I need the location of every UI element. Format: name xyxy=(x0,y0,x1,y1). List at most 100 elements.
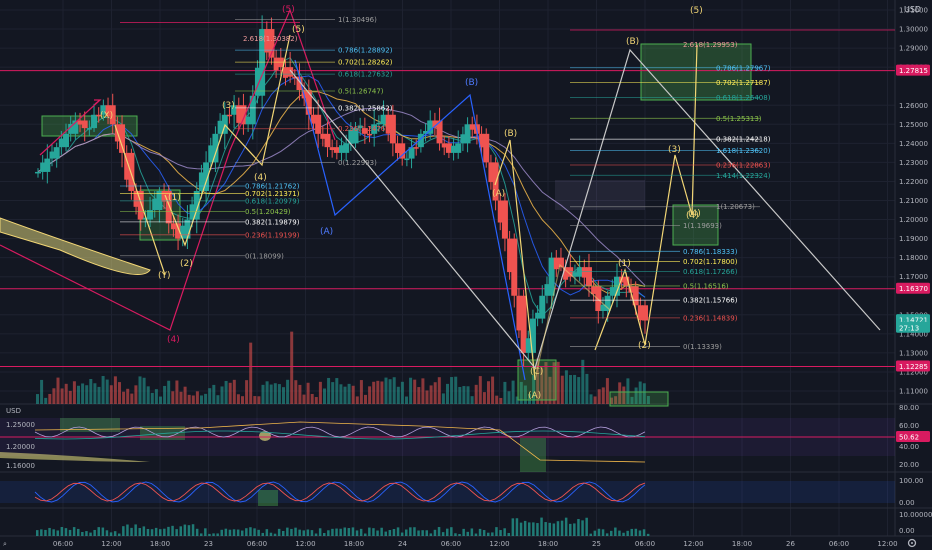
histogram-bar xyxy=(306,529,310,536)
histogram-bar xyxy=(130,527,133,536)
wave-x-y[interactable] xyxy=(114,124,166,276)
key-levels[interactable] xyxy=(0,21,895,368)
volume-bar xyxy=(519,381,523,404)
volume-bar xyxy=(302,394,306,404)
volume-bar xyxy=(118,382,121,404)
volume-bar xyxy=(64,383,68,404)
highlight-dot xyxy=(259,431,271,441)
histogram-bar xyxy=(97,527,100,536)
candle-body xyxy=(35,171,41,174)
wave-label: (4) xyxy=(688,209,701,219)
arrow-head-icon xyxy=(94,99,102,105)
volume-bar xyxy=(48,393,52,404)
trend-arrow[interactable] xyxy=(39,99,101,156)
highlight-ellipse[interactable] xyxy=(0,217,151,275)
candle-body xyxy=(86,128,92,130)
volume-bar xyxy=(499,397,503,404)
histogram-bar xyxy=(581,520,584,536)
volume-bar xyxy=(187,394,191,404)
volume-bar xyxy=(101,376,105,404)
candle-body xyxy=(451,145,457,153)
time-tick: 06:00 xyxy=(829,540,849,548)
histogram-bar xyxy=(540,517,543,536)
histogram-bar xyxy=(327,530,330,536)
wave-label: (5) xyxy=(282,5,295,15)
candle-body xyxy=(357,125,363,129)
gear-icon[interactable] xyxy=(907,538,917,548)
wave-labels: (X) (Y) (1) (2) (3) (4) (5) (5) (4) (A) (B) (A) (B) (… xyxy=(100,5,703,401)
price-badge xyxy=(896,360,930,372)
histogram-bar xyxy=(487,532,490,536)
histogram-bar xyxy=(441,532,445,536)
fib-level-label: 1(1.20673) xyxy=(716,203,755,211)
histogram-bar xyxy=(413,527,416,536)
wave-a-b-c[interactable] xyxy=(494,139,536,381)
histogram-bar xyxy=(36,530,39,536)
scale-icon[interactable]: ⌕ xyxy=(3,540,7,548)
fib-level-label: 0.618(1.27632) xyxy=(338,71,393,79)
volume-bar xyxy=(364,394,367,404)
candle-body xyxy=(427,120,434,134)
zone-box[interactable] xyxy=(609,391,669,407)
wave-label: (B) xyxy=(465,78,478,88)
histogram-bar xyxy=(294,527,297,536)
histogram-bar xyxy=(216,533,219,536)
vertical-grid xyxy=(62,0,888,536)
magenta-wave[interactable] xyxy=(0,8,336,331)
histogram-bar xyxy=(228,529,232,536)
histogram-bar xyxy=(48,527,51,536)
wave-1-5[interactable] xyxy=(164,34,291,247)
candle-body xyxy=(96,114,102,117)
volume-bar xyxy=(376,380,380,404)
candle-body xyxy=(198,172,204,191)
histogram-bar xyxy=(470,528,474,536)
elliott-wave-lines[interactable] xyxy=(0,8,881,381)
volume-bar xyxy=(60,388,64,404)
wave-label: (5) xyxy=(292,25,305,35)
volume-bar xyxy=(355,396,359,404)
volume-bar xyxy=(634,387,638,404)
candle-body xyxy=(124,152,130,180)
volume-bar xyxy=(548,376,552,404)
projected-wave[interactable] xyxy=(594,44,698,351)
histogram-bar xyxy=(282,530,285,536)
candle-body xyxy=(380,114,387,125)
volume-bar xyxy=(175,380,179,404)
candle-body xyxy=(282,67,288,78)
volume-bar xyxy=(511,380,515,404)
time-tick: 12:00 xyxy=(683,540,703,548)
wave-connector[interactable] xyxy=(534,263,611,381)
volume-bar xyxy=(159,396,162,404)
time-axis[interactable]: 06:00 12:00 18:00 23 06:00 12:00 18:00 24 06:00 1… xyxy=(53,540,898,548)
highlight-ellipse xyxy=(0,452,150,462)
volume-bar xyxy=(335,378,339,404)
histogram-bar xyxy=(175,529,178,536)
volume-bar xyxy=(93,383,97,404)
candle-body xyxy=(609,287,615,296)
histogram-bar xyxy=(85,531,88,536)
big-wave-b[interactable] xyxy=(289,48,881,370)
blue-wave[interactable] xyxy=(294,59,526,381)
candle-body xyxy=(604,295,611,311)
candle-body xyxy=(479,133,485,148)
wave-label: (X) xyxy=(100,111,113,121)
histogram-bar xyxy=(400,532,404,536)
volume-bar xyxy=(216,395,220,404)
price-tick: 1.14000 xyxy=(899,330,928,338)
fib-level-label: 0(1.13339) xyxy=(683,343,722,351)
volume-bar xyxy=(446,383,449,404)
histogram-bar xyxy=(388,529,392,536)
candle-body xyxy=(445,143,452,153)
fib-level-label: 0.236(1.24767) xyxy=(338,125,393,133)
volume-bar xyxy=(503,381,507,404)
volume-bar xyxy=(425,390,429,404)
price-tick: 1.24000 xyxy=(899,140,928,148)
time-tick: 12:00 xyxy=(101,540,121,548)
candle-body xyxy=(539,295,546,319)
fib-lines[interactable] xyxy=(120,19,760,347)
volume-bar xyxy=(195,391,199,404)
histogram-bar xyxy=(482,530,486,536)
zone-box[interactable] xyxy=(672,204,719,246)
volume-bar xyxy=(191,395,195,404)
